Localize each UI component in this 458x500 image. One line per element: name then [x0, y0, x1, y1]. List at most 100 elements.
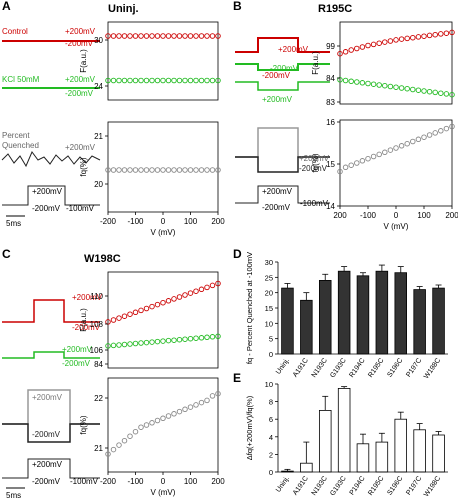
category-label-E-bar-2: N193C: [311, 475, 329, 497]
category-label-D-bar-5: R195C: [367, 357, 385, 379]
data-point-C-F-s1-9: [154, 338, 161, 345]
data-point-B-fq-s0-5: [365, 155, 371, 162]
data-point-C-fq-s0-11: [165, 413, 172, 419]
data-point-A-F-s1-4: [127, 77, 133, 84]
category-label-E-bar-0: Uninj.: [275, 475, 291, 494]
data-point-B-fq-s0-18: [438, 128, 444, 134]
protocol-line-c: [2, 458, 100, 479]
y-tick-label-A-F-0: 30: [94, 36, 103, 45]
x-tick-label-A-fq-2: 0: [161, 217, 166, 226]
bar-D-bar-1: [300, 299, 313, 355]
data-point-B-F-s0-10: [393, 37, 399, 43]
data-point-B-F-s1-18: [438, 90, 444, 96]
trace-label-control: Control: [2, 27, 28, 36]
category-label-E-bar-4: P194C: [349, 475, 367, 497]
y-tick-label-E-bar-0: 0: [269, 468, 273, 477]
data-point-C-F-s0-14: [182, 292, 188, 298]
data-point-A-F-s0-15: [187, 33, 194, 39]
bar-E-bar-8: [432, 434, 445, 473]
bar-E-bar-4: [356, 443, 370, 473]
y-tick-label-B-fq-0: 16: [326, 118, 335, 127]
x-axis-label-B-fq: V (mV): [384, 222, 409, 231]
data-point-C-fq-s0-17: [198, 399, 205, 406]
data-point-B-F-s1-2: [348, 78, 354, 85]
category-label-D-bar-1: A191C: [292, 357, 310, 379]
x-tick-label-B-fq-3: 100: [417, 211, 431, 220]
data-point-A-F-s1-20: [215, 77, 221, 84]
panel-b-title: R195C: [318, 3, 352, 15]
data-point-C-F-s1-16: [193, 335, 199, 341]
data-point-C-F-s1-18: [204, 334, 210, 341]
data-point-C-F-s0-15: [187, 290, 194, 296]
trace-percent-b-up: [235, 127, 330, 158]
protocol-line-b: [235, 185, 330, 204]
y-axis-label-C-fq: fq(%): [79, 415, 88, 434]
data-point-B-F-s0-2: [348, 47, 354, 53]
data-point-A-F-s1-2: [116, 77, 122, 84]
data-point-A-F-s1-1: [110, 77, 117, 84]
data-point-B-F-s0-4: [359, 44, 366, 50]
data-point-C-F-s0-16: [193, 288, 199, 294]
data-point-B-F-s1-11: [398, 85, 405, 91]
data-point-A-F-s1-14: [182, 77, 188, 84]
data-point-A-F-s1-10: [160, 77, 166, 84]
data-point-B-fq-s0-20: [449, 123, 455, 130]
data-point-C-fq-s0-2: [116, 442, 122, 448]
data-point-B-F-s1-12: [404, 85, 410, 92]
data-point-A-F-s0-9: [154, 33, 161, 39]
trace-percent-a: [1, 151, 101, 168]
data-point-A-F-s0-20: [215, 33, 221, 39]
data-point-A-fq-s0-2: [116, 167, 122, 173]
data-point-A-F-s1-0: [105, 77, 111, 84]
data-point-C-F-s0-8: [149, 303, 155, 310]
data-point-A-fq-s0-3: [121, 167, 128, 173]
trace-label-b-mid-v: -200mV: [270, 64, 299, 73]
plot-frame-C-fq: [107, 377, 219, 473]
data-point-B-F-s1-14: [415, 87, 422, 93]
data-point-A-F-s1-9: [154, 77, 161, 84]
data-point-A-fq-s0-5: [132, 167, 139, 173]
data-point-B-F-s1-16: [426, 88, 433, 95]
y-tick-label-A-F-1: 24: [94, 82, 103, 91]
panel-b: B R195C +200mV -200mV -200mV +200mV +200…: [233, 0, 352, 212]
data-point-A-fq-s0-10: [160, 167, 166, 173]
trace-label-c-bot-v2: -200mV: [32, 430, 61, 439]
x-tick-label-C-fq-1: -100: [127, 477, 144, 486]
data-point-B-F-s1-17: [432, 89, 438, 96]
data-point-C-F-s0-7: [143, 305, 150, 312]
data-point-B-F-s0-1: [342, 49, 349, 55]
trace-percent-b-down: [235, 156, 330, 173]
data-point-B-F-s0-20: [449, 29, 455, 36]
data-point-A-F-s1-18: [204, 77, 210, 84]
bar-E-bar-3: [337, 387, 351, 473]
data-point-C-F-s1-11: [165, 337, 172, 344]
data-point-C-F-s1-5: [132, 340, 139, 347]
data-point-A-F-s0-13: [176, 33, 183, 39]
data-point-B-F-s1-9: [387, 83, 394, 90]
data-point-B-F-s1-10: [393, 84, 399, 90]
data-point-C-fq-s0-9: [154, 417, 161, 424]
y-tick-label-A-fq-1: 20: [94, 180, 103, 189]
data-point-A-F-s1-19: [209, 77, 216, 84]
data-point-A-F-s0-2: [116, 33, 122, 39]
data-point-A-F-s0-18: [204, 33, 210, 39]
category-label-D-bar-7: P197C: [405, 357, 423, 379]
data-point-B-fq-s0-2: [348, 162, 354, 168]
category-label-D-bar-3: G193C: [329, 357, 347, 379]
y-axis-label-B-fq: fq(%): [311, 153, 320, 172]
trace-label-c-mid-v: +200mV: [62, 345, 93, 354]
trace-label-b-bot-v: +200mV: [299, 154, 330, 163]
data-point-A-fq-s0-11: [165, 167, 172, 173]
data-point-C-F-s0-12: [171, 296, 177, 302]
bar-D-bar-3: [337, 270, 351, 355]
data-point-C-fq-s0-6: [138, 424, 144, 430]
y-tick-label-E-bar-3: 6: [269, 415, 273, 424]
data-point-C-F-s1-17: [198, 335, 205, 341]
data-point-A-F-s0-10: [160, 33, 166, 39]
bar-D-bar-4: [356, 275, 370, 355]
data-point-C-fq-s0-20: [215, 390, 221, 397]
bar-D-bar-7: [413, 289, 426, 355]
data-point-B-F-s1-19: [443, 91, 450, 97]
